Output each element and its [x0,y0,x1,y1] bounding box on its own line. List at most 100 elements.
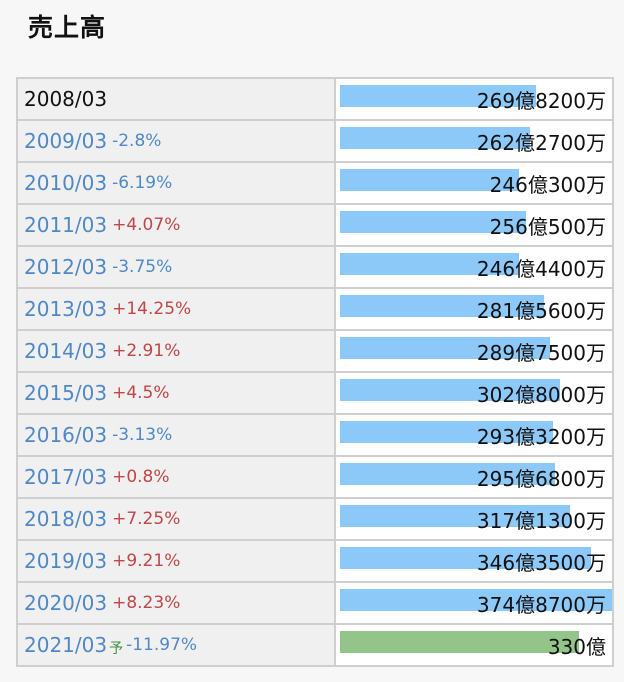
value-cell: 246億4400万 [338,247,612,287]
value-bar [340,421,553,443]
fiscal-year-link[interactable]: 2012/03 [24,255,108,279]
value-cell: 281億5600万 [338,289,612,329]
table-row: 2009/03 -2.8% 262億2700万 [18,121,612,163]
value-bar [340,589,612,611]
value-bar [340,85,536,107]
value-label: 302億8000万 [476,382,606,407]
table-row: 2013/03 +14.25% 281億5600万 [18,289,612,331]
page-title: 売上高 [28,13,107,42]
value-bar [340,337,550,359]
row-label: 2014/03 +2.91% [18,331,336,371]
yoy-change: +9.21% [112,551,181,571]
fiscal-year-link[interactable]: 2015/03 [24,381,108,405]
value-label: 374億8700万 [476,592,606,617]
fiscal-year-link[interactable]: 2016/03 [24,423,108,447]
value-label: 256億500万 [489,214,606,239]
value-bar [340,547,591,569]
value-label: 246億4400万 [476,256,606,281]
value-cell: 330億 [338,625,612,665]
row-label: 2011/03 +4.07% [18,205,336,245]
row-label: 2019/03 +9.21% [18,541,336,581]
value-cell: 246億300万 [338,163,612,203]
row-label: 2018/03 +7.25% [18,499,336,539]
value-label: 289億7500万 [476,340,606,365]
fiscal-year-link[interactable]: 2014/03 [24,339,108,363]
yoy-change: -2.8% [112,131,162,151]
value-cell: 374億8700万 [338,583,612,623]
value-bar [340,379,560,401]
value-label: 293億3200万 [476,424,606,449]
fiscal-year-link[interactable]: 2021/03 [24,633,108,657]
yoy-change: +4.5% [112,383,170,403]
value-cell: 302億8000万 [338,373,612,413]
value-label: 281億5600万 [476,298,606,323]
row-label: 2017/03 +0.8% [18,457,336,497]
yoy-change: -3.75% [112,257,173,277]
fiscal-year-link[interactable]: 2013/03 [24,297,108,321]
value-bar [340,253,519,275]
fiscal-year-link[interactable]: 2008/03 [24,87,108,111]
yoy-change: +7.25% [112,509,181,529]
fiscal-year-link[interactable]: 2017/03 [24,465,108,489]
yoy-change: +8.23% [112,593,181,613]
value-label: 317億1300万 [476,508,606,533]
yoy-change: +4.07% [112,215,181,235]
value-bar [340,127,530,149]
value-bar [340,295,544,317]
value-bar [340,505,570,527]
estimate-mark: 予 [109,641,124,657]
row-label: 2020/03 +8.23% [18,583,336,623]
row-label: 2015/03 +4.5% [18,373,336,413]
fiscal-year-link[interactable]: 2010/03 [24,171,108,195]
table-row: 2016/03 -3.13% 293億3200万 [18,415,612,457]
value-bar [340,463,555,485]
table-row: 2017/03 +0.8% 295億6800万 [18,457,612,499]
value-label: 269億8200万 [476,88,606,113]
fiscal-year-link[interactable]: 2009/03 [24,129,108,153]
yoy-change: +14.25% [112,299,192,319]
value-cell: 256億500万 [338,205,612,245]
value-bar [340,169,519,191]
value-bar [340,211,526,233]
yoy-change: -11.97% [126,635,198,655]
table-row: 2021/03 予 -11.97% 330億 [18,625,612,665]
table-row: 2012/03 -3.75% 246億4400万 [18,247,612,289]
yoy-change: +0.8% [112,467,170,487]
row-label: 2013/03 +14.25% [18,289,336,329]
value-cell: 346億3500万 [338,541,612,581]
table-row: 2008/03 269億8200万 [18,79,612,121]
fiscal-year-link[interactable]: 2019/03 [24,549,108,573]
value-cell: 262億2700万 [338,121,612,161]
yoy-change: +2.91% [112,341,181,361]
row-label: 2021/03 予 -11.97% [18,625,336,665]
value-label: 346億3500万 [476,550,606,575]
table-row: 2011/03 +4.07% 256億500万 [18,205,612,247]
row-label: 2008/03 [18,79,336,119]
value-label: 262億2700万 [476,130,606,155]
value-cell: 269億8200万 [338,79,612,119]
value-label: 330億 [547,634,606,659]
value-bar [340,631,579,653]
fiscal-year-link[interactable]: 2011/03 [24,213,108,237]
fiscal-year-link[interactable]: 2020/03 [24,591,108,615]
table-row: 2019/03 +9.21% 346億3500万 [18,541,612,583]
fiscal-year-link[interactable]: 2018/03 [24,507,108,531]
sales-table: 2008/03 269億8200万 2009/03 -2.8% 262億2700万 201… [16,77,614,667]
row-label: 2016/03 -3.13% [18,415,336,455]
value-cell: 317億1300万 [338,499,612,539]
table-row: 2020/03 +8.23% 374億8700万 [18,583,612,625]
table-row: 2010/03 -6.19% 246億300万 [18,163,612,205]
row-label: 2010/03 -6.19% [18,163,336,203]
value-cell: 293億3200万 [338,415,612,455]
table-row: 2018/03 +7.25% 317億1300万 [18,499,612,541]
table-row: 2015/03 +4.5% 302億8000万 [18,373,612,415]
value-cell: 289億7500万 [338,331,612,371]
value-cell: 295億6800万 [338,457,612,497]
value-label: 246億300万 [489,172,606,197]
table-row: 2014/03 +2.91% 289億7500万 [18,331,612,373]
value-label: 295億6800万 [476,466,606,491]
row-label: 2012/03 -3.75% [18,247,336,287]
yoy-change: -6.19% [112,173,173,193]
row-label: 2009/03 -2.8% [18,121,336,161]
yoy-change: -3.13% [112,425,173,445]
